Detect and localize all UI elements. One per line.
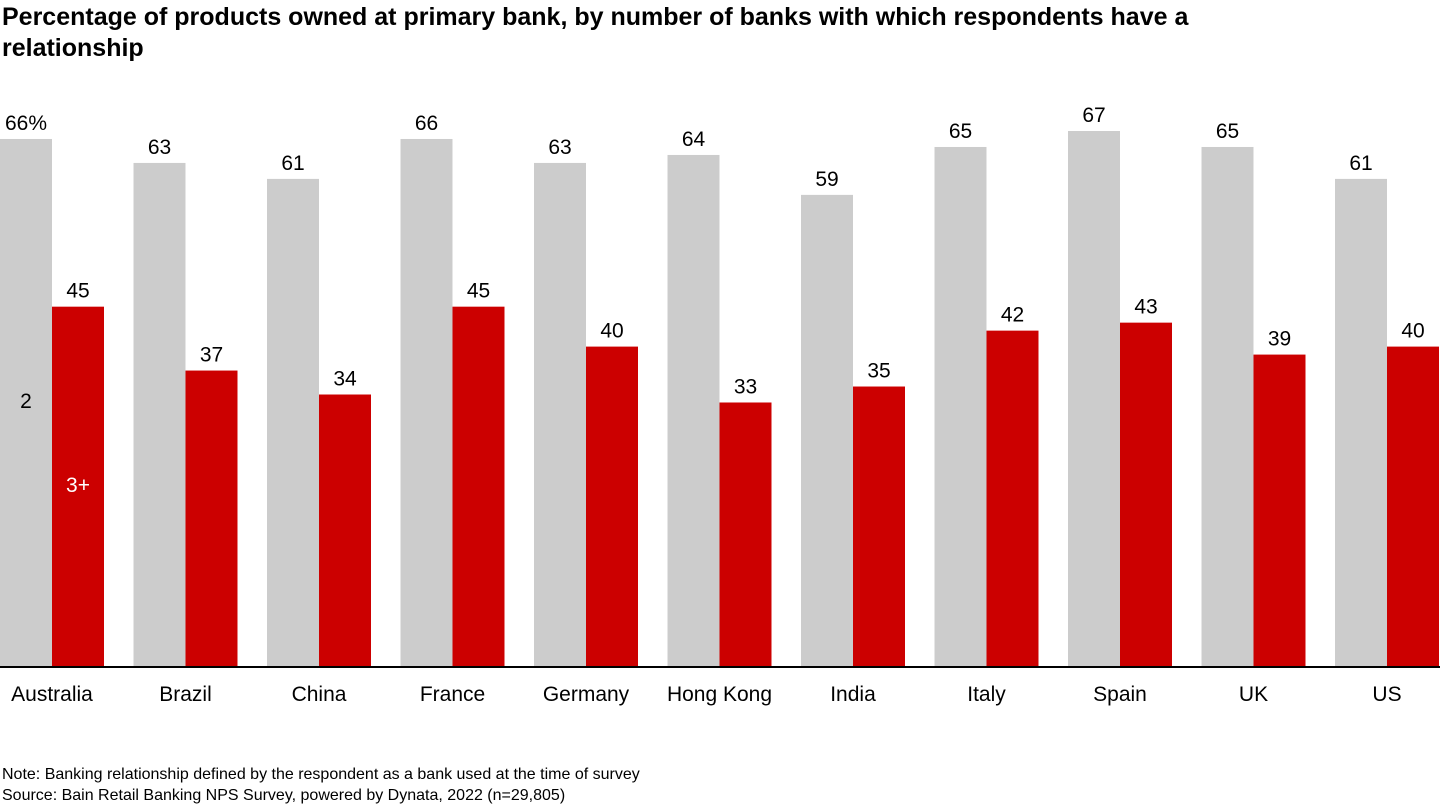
data-label: 43	[1134, 296, 1157, 319]
data-label: 40	[600, 320, 623, 343]
bar-2	[133, 162, 186, 666]
x-tick-label: Australia	[11, 683, 93, 706]
data-label: 37	[200, 344, 223, 367]
x-tick-label: Spain	[1093, 683, 1147, 706]
bar-3plus	[319, 394, 371, 666]
bar-2	[934, 146, 987, 666]
bar-2	[667, 154, 720, 666]
data-label: 59	[815, 168, 838, 191]
data-label: 34	[333, 368, 357, 391]
data-label: 67	[1082, 104, 1105, 127]
data-label: 61	[281, 152, 304, 175]
data-label: 45	[467, 280, 490, 303]
x-tick-label: China	[292, 683, 347, 706]
legend-label-3plus: 3+	[66, 474, 90, 497]
chart-title: Percentage of products owned at primary …	[2, 3, 1189, 62]
bar-3plus	[586, 346, 638, 666]
x-tick-label: France	[420, 683, 485, 706]
bar-3plus	[185, 370, 238, 666]
x-tick-label: Brazil	[159, 683, 212, 706]
source-text: Source: Bain Retail Banking NPS Survey, …	[2, 787, 566, 804]
x-tick-label: UK	[1239, 683, 1268, 706]
bar-2	[0, 138, 52, 666]
data-label: 33	[734, 375, 757, 398]
data-label: 45	[66, 280, 89, 303]
footnotes: Note: Banking relationship defined by th…	[2, 764, 640, 806]
x-tick-label: Hong Kong	[667, 683, 772, 706]
bar-3plus	[1120, 322, 1172, 666]
bar-3plus	[1387, 346, 1439, 666]
data-label: 42	[1001, 304, 1024, 327]
bar-2	[400, 138, 453, 666]
data-label: 61	[1349, 152, 1372, 175]
note-text: Note: Banking relationship defined by th…	[2, 766, 640, 783]
data-label: 64	[682, 128, 706, 151]
bar-3plus	[986, 330, 1039, 666]
bar-2	[1201, 146, 1254, 666]
data-label: 40	[1401, 320, 1424, 343]
bar-2	[801, 194, 853, 666]
data-label: 65	[949, 120, 972, 143]
data-label: 35	[867, 360, 890, 383]
bar-3plus	[1253, 354, 1306, 666]
bar-2	[267, 178, 319, 666]
data-label: 63	[148, 136, 171, 159]
legend-label-2: 2	[20, 390, 32, 413]
data-label: 65	[1216, 120, 1239, 143]
x-tick-label: US	[1372, 683, 1401, 706]
data-label: 66	[415, 112, 438, 135]
data-label: 39	[1268, 328, 1291, 351]
x-tick-label: Germany	[543, 683, 630, 706]
bar-2	[534, 162, 586, 666]
bar-3plus	[853, 386, 905, 666]
bar-2	[1335, 178, 1387, 666]
bar-3plus	[719, 402, 772, 666]
data-label: 63	[548, 136, 571, 159]
data-label: 66%	[5, 112, 47, 135]
bar-2	[1068, 131, 1120, 666]
bar-3plus	[52, 306, 104, 666]
x-tick-label: India	[830, 683, 876, 706]
x-tick-label: Italy	[967, 683, 1006, 706]
bar-3plus	[452, 306, 505, 666]
